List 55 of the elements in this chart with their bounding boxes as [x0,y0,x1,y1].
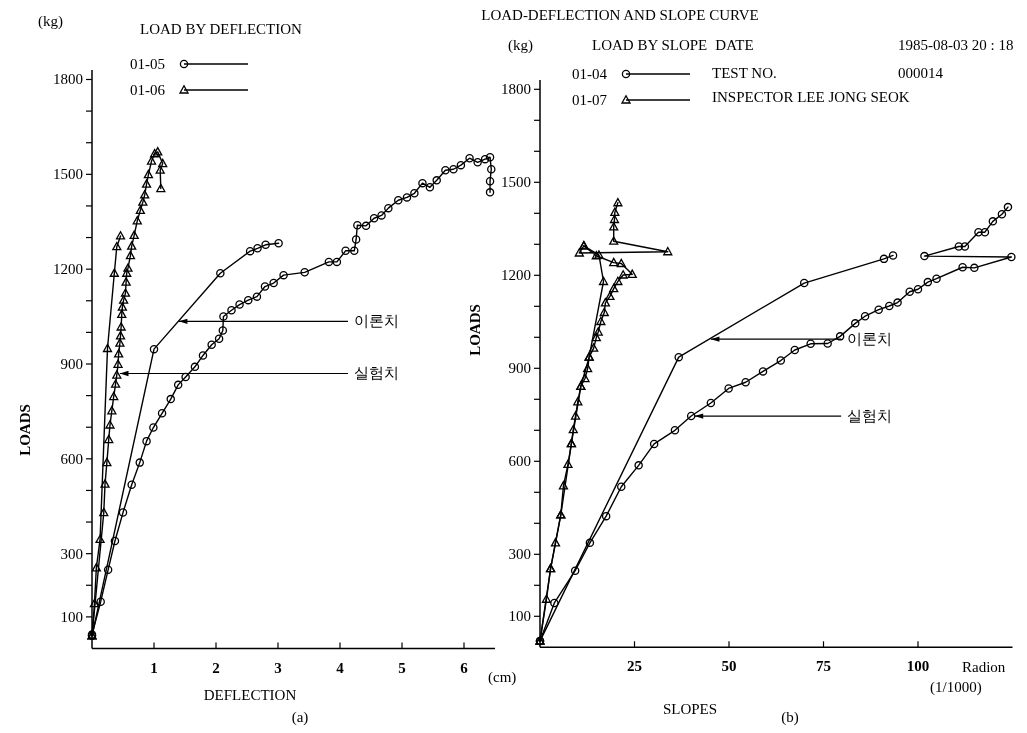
annotation: TEST NO. [712,65,777,81]
text: (kg) [508,37,533,54]
x-axis-title: DEFLECTION [203,687,297,703]
text: (1/1000) [930,679,982,696]
y-tick-label: 1200 [53,261,83,278]
annotation: 000014 [898,65,944,81]
text: Radion [962,659,1006,675]
text: (kg) [38,13,63,30]
x-tick-label: 4 [336,659,345,676]
x-tick-label: 25 [627,658,642,675]
y-tick-label: 1500 [53,166,83,183]
x-tick-label: 6 [460,659,469,676]
y-tick-label: 100 [60,608,83,625]
y-tick-label: 600 [60,450,83,467]
x-tick-label: 5 [398,659,406,676]
annotation: 실험치 [353,365,399,382]
y-tick-label: 1200 [501,267,531,284]
y-tick-label: 1500 [501,174,531,191]
x-tick-label: 3 [274,659,282,676]
legend-label: 01-04 [572,66,608,82]
text: (a) [291,709,309,726]
annotation: INSPECTOR LEE JONG SEOK [712,89,910,105]
text: 1985-08-03 20 : 18 [898,37,1014,53]
x-tick-label: 50 [721,658,737,675]
y-tick-label: 1800 [501,81,531,98]
y-tick-label: 900 [508,360,531,377]
legend: 01-07 [572,92,691,108]
y-tick-label: 900 [60,355,83,372]
legend: 01-04 [572,66,691,82]
legend-label: 01-06 [130,82,166,98]
annotation: 이론치 [353,313,399,330]
text: DATE [715,37,754,53]
x-tick-label: 2 [212,659,220,676]
y-axis-title: LOADS [467,304,483,356]
legend: 01-06 [130,82,249,98]
legend-label: 01-05 [130,56,165,72]
text: LOAD-DEFLECTION AND SLOPE CURVE [481,7,759,23]
annotation: 이론치 [847,331,893,348]
y-tick-label: 600 [508,453,531,470]
text: (b) [781,709,799,726]
y-tick-label: 300 [508,546,531,563]
x-tick-label: 100 [906,658,930,675]
y-axis-title: LOADS [17,404,33,456]
x-tick-label: 75 [816,658,831,675]
x-axis-title: SLOPES [662,701,718,717]
legend-label: 01-07 [572,92,608,108]
y-tick-label: 100 [508,608,531,625]
x-tick-label: 1 [150,659,158,676]
text: (cm) [488,669,517,686]
annotation: 실험치 [847,408,893,425]
legend: 01-05 [130,56,249,72]
chart-title: LOAD BY DEFLECTION [140,21,303,37]
y-tick-label: 1800 [53,71,83,88]
chart-title: LOAD BY SLOPE [592,37,708,53]
y-tick-label: 300 [60,545,83,562]
